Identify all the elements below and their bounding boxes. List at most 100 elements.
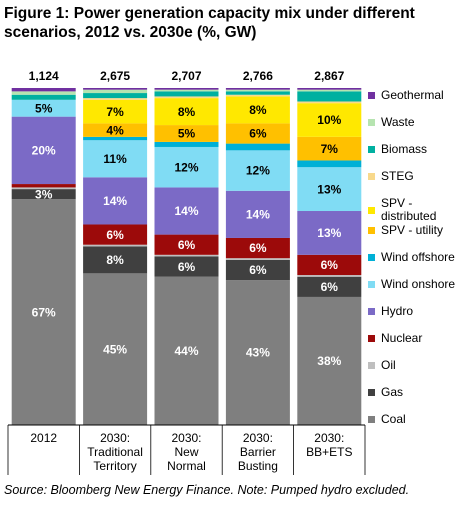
bar-segment (83, 89, 148, 94)
bar-segment (154, 141, 219, 147)
legend-item: Gas (368, 386, 463, 399)
legend-label: SPV - distributed (381, 196, 437, 223)
bar-segment (11, 189, 76, 200)
data-label: 44% (174, 344, 198, 358)
legend-label: Wind onshore (381, 277, 456, 291)
x-tick-label: Barrier (240, 445, 276, 459)
bar-segment (225, 259, 290, 281)
legend-swatch (368, 119, 375, 126)
data-label: 67% (32, 305, 56, 319)
bar-segment (154, 125, 219, 142)
bar-segment (154, 256, 219, 277)
legend-label: Geothermal (381, 88, 444, 102)
x-tick-label: New (174, 445, 198, 459)
data-label: 5% (35, 101, 53, 115)
data-label: 45% (103, 342, 127, 356)
legend-swatch (368, 206, 375, 214)
legend-swatch (368, 281, 375, 288)
legend-swatch (368, 362, 375, 369)
x-tick-label: Normal (167, 459, 206, 473)
total-label: 2,766 (243, 69, 273, 83)
bar-segment (83, 273, 148, 425)
legend-swatch (368, 227, 375, 234)
bar-segment (225, 91, 290, 95)
data-label: 13% (317, 182, 341, 196)
x-tick-label: 2030: (243, 431, 273, 445)
bar-segment (225, 89, 290, 92)
x-tick-label: 2012 (30, 431, 57, 445)
bar-segment (11, 199, 76, 425)
bar-segment (225, 150, 290, 191)
bar-segment (225, 237, 290, 259)
data-label: 13% (317, 226, 341, 240)
total-label: 1,124 (29, 69, 59, 83)
bar-segment (297, 276, 362, 297)
bar-segment (297, 275, 362, 277)
data-label: 20% (32, 144, 56, 158)
legend-item: STEG (368, 170, 463, 183)
data-label: 14% (103, 194, 127, 208)
legend-item: Wind offshore (368, 251, 463, 264)
data-label: 7% (106, 105, 124, 119)
x-tick-label: 2030: (314, 431, 344, 445)
legend-label: Gas (381, 385, 404, 399)
bar-segment (154, 88, 219, 90)
bar-segment (225, 143, 290, 151)
data-label: 5% (178, 127, 196, 141)
data-label: 12% (174, 160, 198, 174)
legend-item: Oil (368, 359, 463, 372)
data-label: 11% (103, 152, 127, 166)
legend-item: Waste (368, 116, 463, 129)
bar-segment (297, 160, 362, 168)
legend-swatch (368, 416, 375, 423)
data-label: 7% (321, 142, 339, 156)
bar-segment (225, 96, 290, 124)
bar-segment (297, 88, 362, 90)
bar-segment (225, 258, 290, 260)
bar-segment (297, 211, 362, 255)
legend-item: SPV - distributed (368, 197, 463, 223)
legend-label: Oil (381, 358, 396, 372)
data-label: 10% (317, 113, 341, 127)
data-label: 8% (249, 103, 267, 117)
legend-label: Wind offshore (381, 250, 455, 264)
bar-segment (83, 136, 148, 141)
legend-item: Coal (368, 413, 463, 426)
bar-segment (83, 140, 148, 178)
data-label: 14% (246, 208, 270, 222)
bar-segment (83, 224, 148, 245)
bar-segment (83, 88, 148, 90)
legend-swatch (368, 173, 375, 180)
bar-segment (83, 123, 148, 137)
x-tick-label: 2030: (100, 431, 130, 445)
bar-segment (154, 91, 219, 97)
bar-segment (297, 89, 362, 92)
legend-item: SPV - utility (368, 224, 463, 237)
bar-segment (297, 254, 362, 276)
x-tick-label: Territory (93, 459, 136, 473)
data-label: 6% (249, 241, 267, 255)
bar-segment (297, 296, 362, 425)
bar-segment (225, 123, 290, 144)
bar-segment (83, 244, 148, 247)
legend-swatch (368, 146, 375, 153)
data-label: 6% (321, 280, 339, 294)
legend-swatch (368, 308, 375, 315)
legend-swatch (368, 92, 375, 99)
bar-segment (154, 146, 219, 188)
bar-segment (11, 184, 76, 188)
data-label: 6% (106, 228, 124, 242)
bar-segment (154, 96, 219, 99)
legend-swatch (368, 335, 375, 342)
data-label: 38% (317, 354, 341, 368)
bar-segment (11, 91, 76, 95)
legend-label: Nuclear (381, 331, 423, 345)
x-tick-label: Busting (238, 459, 278, 473)
bar-segment (297, 91, 362, 102)
data-label: 4% (106, 123, 124, 137)
data-label: 6% (249, 263, 267, 277)
total-label: 2,867 (314, 69, 344, 83)
data-label: 6% (249, 127, 267, 141)
legend-label: Hydro (381, 304, 414, 318)
